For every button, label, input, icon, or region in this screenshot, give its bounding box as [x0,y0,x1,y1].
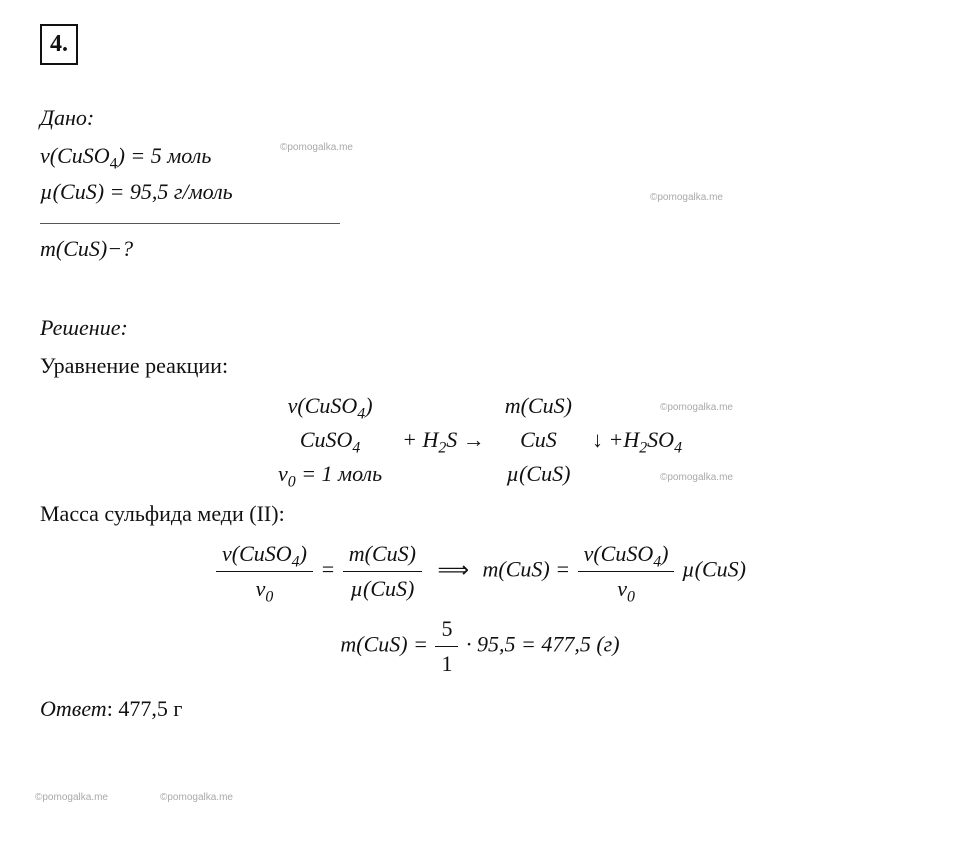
calc-post: · 95,5 = 477,5 (г) [466,632,620,657]
find-post: )−? [100,236,133,261]
reaction-block: ν(CuSO4) m(CuS) CuSO4 + H2S → CuS ↓ +H2S… [40,389,920,491]
answer-value: 477,5 г [118,696,182,721]
find-formula: CuS [63,236,100,261]
given-2-post: ) = 95,5 г/моль [97,179,233,204]
given-1-formula: CuSO [57,143,110,168]
derivation-line: ν(CuSO4) ν0 = m(CuS) µ(CuS) ⟹ m(CuS) = ν… [40,537,920,606]
reaction-row-main: CuSO4 + H2S → CuS ↓ +H2SO4 [268,423,692,457]
calculation-line: m(CuS) = 5 1 · 95,5 = 477,5 (г) [40,612,920,681]
watermark-text: ©pomogalka.me [160,790,233,806]
mass-label: Масса сульфида меди (II): [40,497,920,531]
answer-label: Ответ [40,696,107,721]
reaction-label: Уравнение реакции: [40,349,920,383]
given-heading: Дано: [40,101,920,135]
reaction-table: ν(CuSO4) m(CuS) CuSO4 + H2S → CuS ↓ +H2S… [268,389,692,491]
rx-bot-left: ν0 = 1 моль [278,461,382,486]
rx-reagent-1: CuSO4 [300,427,360,452]
given-line-2: µ(CuS) = 95,5 г/моль [40,175,920,209]
given-1-prefix: ν( [40,143,57,168]
given-1-post: ) = 5 моль [118,143,212,168]
reaction-row-annot-top: ν(CuSO4) m(CuS) [268,389,692,423]
given-2-formula: CuS [60,179,97,204]
rhs-pre: m(CuS) = [483,557,576,582]
watermark-text: ©pomogalka.me [660,400,733,416]
rhs-post: µ(CuS) [682,557,746,582]
rx-bot-right: µ(CuS) [506,461,570,486]
frac-mid: m(CuS) µ(CuS) [343,537,422,606]
answer-sep: : [107,696,119,721]
watermark-text: ©pomogalka.me [650,190,723,206]
watermark-text: ©pomogalka.me [35,790,108,806]
implies-arrow: ⟹ [429,557,482,582]
answer-line: Ответ: 477,5 г [40,692,920,726]
rx-top-right: m(CuS) [505,393,572,418]
reaction-row-annot-bot: ν0 = 1 моль µ(CuS) [268,457,692,491]
watermark-text: ©pomogalka.me [280,140,353,156]
frac-rhs: ν(CuSO4) ν0 [578,537,675,606]
calc-frac: 5 1 [435,612,458,681]
find-prefix: m( [40,236,63,261]
given-1-sub: 4 [110,156,118,173]
eq-sign-1: = [320,557,340,582]
watermark-text: ©pomogalka.me [660,470,733,486]
given-2-prefix: µ( [40,179,60,204]
rx-product-h2so4: ↓ +H2SO4 [592,427,682,452]
frac-lhs: ν(CuSO4) ν0 [216,537,313,606]
rx-product-cus: CuS [520,427,557,452]
problem-number-box: 4. [40,24,78,65]
rx-plus-h2s-arrow: + H2S → [402,427,485,452]
rx-top-left: ν(CuSO4) [288,393,373,418]
divider-rule [40,223,340,224]
calc-pre: m(CuS) = [340,632,433,657]
solution-heading: Решение: [40,311,920,345]
given-line-1: ν(CuSO4) = 5 моль [40,139,920,173]
find-line: m(CuS)−? [40,232,920,266]
